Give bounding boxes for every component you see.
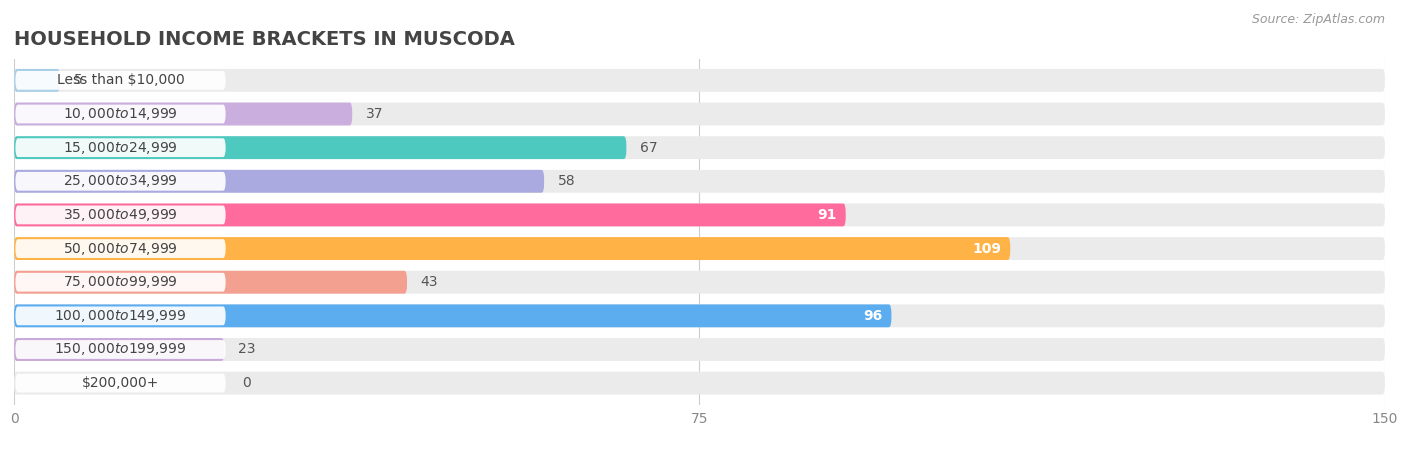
Text: $50,000 to $74,999: $50,000 to $74,999 [63, 241, 179, 256]
FancyBboxPatch shape [15, 71, 225, 90]
FancyBboxPatch shape [14, 237, 1385, 260]
FancyBboxPatch shape [14, 103, 1385, 126]
Text: 67: 67 [640, 141, 658, 155]
Text: 96: 96 [863, 309, 883, 323]
Text: $25,000 to $34,999: $25,000 to $34,999 [63, 173, 179, 189]
Text: $35,000 to $49,999: $35,000 to $49,999 [63, 207, 179, 223]
Text: 0: 0 [243, 376, 252, 390]
FancyBboxPatch shape [15, 239, 225, 258]
FancyBboxPatch shape [14, 69, 60, 92]
FancyBboxPatch shape [14, 271, 408, 294]
FancyBboxPatch shape [14, 203, 846, 226]
FancyBboxPatch shape [14, 372, 1385, 395]
FancyBboxPatch shape [14, 136, 627, 159]
FancyBboxPatch shape [14, 304, 1385, 327]
FancyBboxPatch shape [15, 138, 225, 157]
FancyBboxPatch shape [14, 170, 544, 193]
FancyBboxPatch shape [15, 273, 225, 292]
FancyBboxPatch shape [15, 105, 225, 123]
FancyBboxPatch shape [14, 338, 225, 361]
FancyBboxPatch shape [14, 136, 1385, 159]
FancyBboxPatch shape [14, 203, 1385, 226]
FancyBboxPatch shape [15, 306, 225, 325]
Text: 109: 109 [972, 242, 1001, 256]
Text: 37: 37 [366, 107, 384, 121]
Text: $75,000 to $99,999: $75,000 to $99,999 [63, 274, 179, 290]
FancyBboxPatch shape [15, 340, 225, 359]
FancyBboxPatch shape [14, 69, 1385, 92]
FancyBboxPatch shape [15, 206, 225, 224]
Text: 43: 43 [420, 275, 439, 289]
FancyBboxPatch shape [14, 170, 1385, 193]
Text: 5: 5 [73, 73, 82, 87]
Text: 91: 91 [817, 208, 837, 222]
FancyBboxPatch shape [15, 374, 225, 392]
Text: 23: 23 [238, 342, 256, 356]
Text: $100,000 to $149,999: $100,000 to $149,999 [55, 308, 187, 324]
FancyBboxPatch shape [14, 237, 1010, 260]
FancyBboxPatch shape [14, 103, 353, 126]
Text: $15,000 to $24,999: $15,000 to $24,999 [63, 140, 179, 156]
Text: 58: 58 [558, 174, 575, 188]
Text: HOUSEHOLD INCOME BRACKETS IN MUSCODA: HOUSEHOLD INCOME BRACKETS IN MUSCODA [14, 30, 515, 49]
Text: $150,000 to $199,999: $150,000 to $199,999 [55, 342, 187, 357]
FancyBboxPatch shape [14, 338, 1385, 361]
Text: $10,000 to $14,999: $10,000 to $14,999 [63, 106, 179, 122]
FancyBboxPatch shape [15, 172, 225, 191]
FancyBboxPatch shape [14, 304, 891, 327]
Text: Less than $10,000: Less than $10,000 [56, 73, 184, 87]
Text: $200,000+: $200,000+ [82, 376, 159, 390]
Text: Source: ZipAtlas.com: Source: ZipAtlas.com [1251, 14, 1385, 27]
FancyBboxPatch shape [14, 271, 1385, 294]
